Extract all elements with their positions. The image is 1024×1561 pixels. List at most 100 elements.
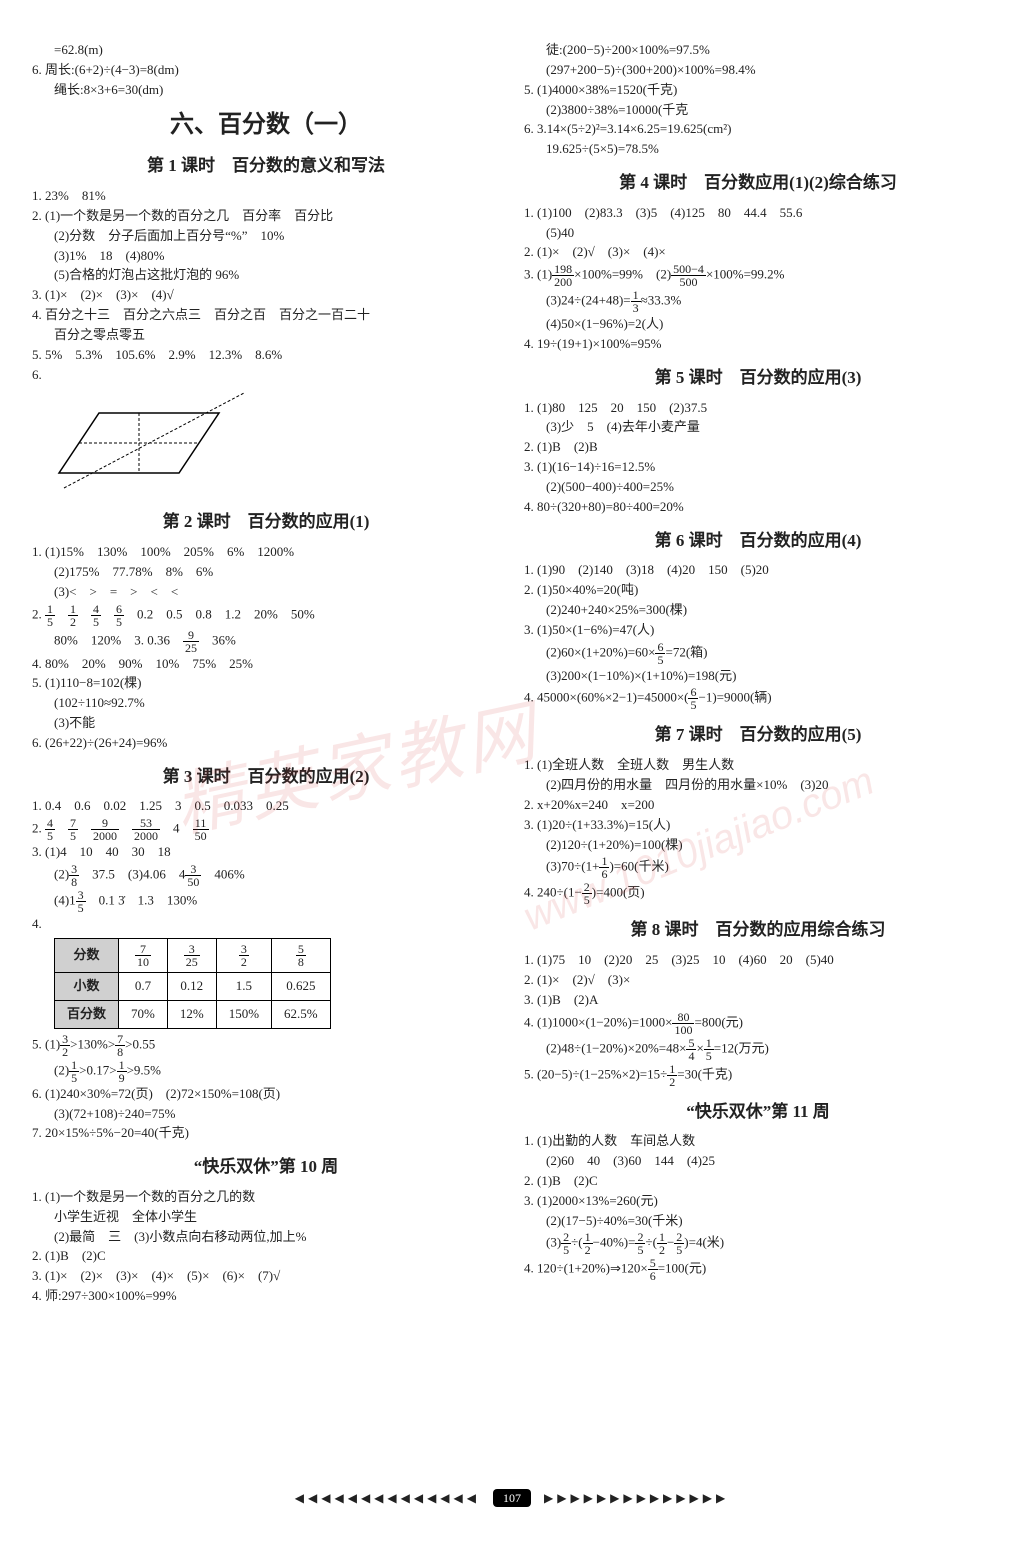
lesson1-title: 第 1 课时 百分数的意义和写法 <box>32 154 500 179</box>
l3-q3-1: 3. (1)4 10 40 30 18 <box>32 843 500 862</box>
l5-q1-2: (3)少 5 (4)去年小麦产量 <box>524 418 992 437</box>
unit-title: 六、百分数（一） <box>32 108 500 143</box>
l3-q2: 2. 45 75 92000 532000 4 1150 <box>32 817 500 842</box>
l4q32t: ≈33.3% <box>641 293 682 308</box>
q51h: 5. (1) <box>32 1036 60 1051</box>
rp-l4: (2)3800÷38%=10000(千克 <box>524 101 992 120</box>
l5-q1-1: 1. (1)80 125 20 150 (2)37.5 <box>524 399 992 418</box>
l4-q3-1: 3. (1)198200×100%=99% (2)500−4500×100%=9… <box>524 263 992 288</box>
tf3: 32 <box>216 938 271 972</box>
l5-q4: 4. 80÷(320+80)=80÷400=20% <box>524 498 992 517</box>
week11-title: “快乐双休”第 11 周 <box>524 1100 992 1125</box>
l8q41h: 4. (1)1000×(1−20%)=1000× <box>524 1014 672 1029</box>
l5-q2: 2. (1)B (2)B <box>524 438 992 457</box>
l3-q5-1: 5. (1)32>130%>78>0.55 <box>32 1033 500 1058</box>
l7q33h: (3)70÷(1+ <box>546 859 599 874</box>
w11-q4: 4. 120÷(1+20%)⇒120×56=100(元) <box>524 1257 992 1282</box>
l8q42t: =12(万元) <box>714 1040 769 1055</box>
pre-l3: 绳长:8×3+6=30(dm) <box>32 81 500 100</box>
lesson2-title: 第 2 课时 百分数的应用(1) <box>32 510 500 535</box>
w10-q1-1: 1. (1)一个数是另一个数的百分之几的数 <box>32 1188 500 1207</box>
rp-l3: 5. (1)4000×38%=1520(千克) <box>524 81 992 100</box>
l2-q4: 4. 80% 20% 90% 10% 75% 25% <box>32 655 500 674</box>
rp-l6: 19.625÷(5×5)=78.5% <box>524 140 992 159</box>
l4q31m: ×100%=99% (2) <box>574 267 671 282</box>
w11-q1-1: 1. (1)出勤的人数 车间总人数 <box>524 1132 992 1151</box>
l3-q6-1: 6. (1)240×30%=72(页) (2)72×150%=108(页) <box>32 1085 500 1104</box>
l7-q1-2: (2)四月份的用水量 四月份的用水量×10% (3)20 <box>524 776 992 795</box>
l7q4t: )=400(页) <box>592 885 645 900</box>
w11-q3-2: (2)(17−5)÷40%=30(千米) <box>524 1212 992 1231</box>
l6q32t: =72(箱) <box>665 644 707 659</box>
th-bai: 百分数 <box>55 1000 119 1028</box>
l2-q5-1: 5. (1)110−8=102(棵) <box>32 674 500 693</box>
w11q33b: ÷( <box>571 1235 582 1250</box>
l1-q5: 5. 5% 5.3% 105.6% 2.9% 12.3% 8.6% <box>32 346 500 365</box>
w10-q4: 4. 师:297÷300×100%=99% <box>32 1287 500 1306</box>
w11q33f: )=4(米) <box>684 1235 724 1250</box>
l1-q4-2: 百分之零点零五 <box>32 326 500 345</box>
l8-q3: 3. (1)B (2)A <box>524 991 992 1010</box>
l1-q6: 6. <box>32 366 500 385</box>
l4q31t: ×100%=99.2% <box>706 267 785 282</box>
w11-q2: 2. (1)B (2)C <box>524 1172 992 1191</box>
td-b1: 70% <box>119 1000 168 1028</box>
l7-q3-1: 3. (1)20÷(1+33.3%)=15(人) <box>524 816 992 835</box>
page-body: 精英家教网 www.1010jiajiao.com =62.8(m) 6. 周长… <box>32 40 992 1480</box>
l7-q4: 4. 240÷(1−25)=400(页) <box>524 881 992 906</box>
l6-q1: 1. (1)90 (2)140 (3)18 (4)20 150 (5)20 <box>524 561 992 580</box>
w10-q2: 2. (1)B (2)C <box>32 1247 500 1266</box>
l8q5h: 5. (20−5)÷(1−25%×2)=15÷ <box>524 1066 667 1081</box>
lesson3-title: 第 3 课时 百分数的应用(2) <box>32 765 500 790</box>
l1-q1: 1. 23% 81% <box>32 187 500 206</box>
l4-q3-3: (4)50×(1−96%)=2(人) <box>524 315 992 334</box>
w11q4h: 4. 120÷(1+20%)⇒120× <box>524 1261 648 1276</box>
q52h: (2) <box>54 1062 69 1077</box>
pre-l2: 6. 周长:(6+2)÷(4−3)=8(dm) <box>32 61 500 80</box>
l4-q1-1: 1. (1)100 (2)83.3 (3)5 (4)125 80 44.4 55… <box>524 204 992 223</box>
l2-q1-3: (3)< > = > < < <box>32 583 500 602</box>
l2-q5-2: (102÷110≈92.7% <box>32 694 500 713</box>
l1-q2-3: (3)1% 18 (4)80% <box>32 247 500 266</box>
w11-q3-1: 3. (1)2000×13%=260(元) <box>524 1192 992 1211</box>
l8q41t: =800(元) <box>694 1014 743 1029</box>
w11q33e: − <box>667 1235 674 1250</box>
td-b3: 150% <box>216 1000 271 1028</box>
lesson5-title: 第 5 课时 百分数的应用(3) <box>524 366 992 391</box>
tf4: 58 <box>272 938 331 972</box>
td-x2: 0.12 <box>167 972 216 1000</box>
page-number: 107 <box>493 1489 531 1507</box>
l7-q1-1: 1. (1)全班人数 全班人数 男生人数 <box>524 756 992 775</box>
l8-q5: 5. (20−5)÷(1−25%×2)=15÷12=30(千克) <box>524 1063 992 1088</box>
td-b2: 12% <box>167 1000 216 1028</box>
td-x3: 1.5 <box>216 972 271 1000</box>
rp-l1: 徒:(200−5)÷200×100%=97.5% <box>524 41 992 60</box>
tf1: 710 <box>119 938 168 972</box>
w10-q1-2: 小学生近视 全体小学生 <box>32 1208 500 1227</box>
l6-q3-3: (3)200×(1−10%)×(1+10%)=198(元) <box>524 667 992 686</box>
l6-q4: 4. 45000×(60%×2−1)=45000×(65−1)=9000(辆) <box>524 686 992 711</box>
l1-q2-2: (2)分数 分子后面加上百分号“%” 10% <box>32 227 500 246</box>
l1-q2-1: 2. (1)一个数是另一个数的百分之几 百分率 百分比 <box>32 207 500 226</box>
l6-q2-2: (2)240+240×25%=300(棵) <box>524 601 992 620</box>
lesson4-title: 第 4 课时 百分数应用(1)(2)综合练习 <box>524 171 992 196</box>
l5-q3-2: (2)(500−400)÷400=25% <box>524 478 992 497</box>
l7-q2: 2. x+20%x=240 x=200 <box>524 796 992 815</box>
l4-q3-2: (3)24÷(24+48)=13≈33.3% <box>524 289 992 314</box>
l3-q3-2: (2)38 37.5 (3)4.06 4350 406% <box>32 863 500 888</box>
l3-q3-4: (4)135 0.1 3̇ 1.3 130% <box>32 889 500 914</box>
td-b4: 62.5% <box>272 1000 331 1028</box>
q51t2: >0.55 <box>125 1036 155 1051</box>
w10-q1-3: (2)最简 三 (3)小数点向右移动两位,加上% <box>32 1228 500 1247</box>
l3-q5-2: (2)15>0.17>19>9.5% <box>32 1059 500 1084</box>
rp-l2: (297+200−5)÷(300+200)×100%=98.4% <box>524 61 992 80</box>
l2-q5-3: (3)不能 <box>32 714 500 733</box>
td-x1: 0.7 <box>119 972 168 1000</box>
week10-title: “快乐双休”第 10 周 <box>32 1155 500 1180</box>
l3-q6-2: (3)(72+108)÷240=75% <box>32 1105 500 1124</box>
l2-q6: 6. (26+22)÷(26+24)=96% <box>32 734 500 753</box>
l2-q2: 2. 15 12 45 65 0.2 0.5 0.8 1.2 20% 50% <box>32 603 500 628</box>
l4q31h: 3. (1) <box>524 267 552 282</box>
l7-q3-2: (2)120÷(1+20%)=100(棵) <box>524 836 992 855</box>
tf2: 325 <box>167 938 216 972</box>
